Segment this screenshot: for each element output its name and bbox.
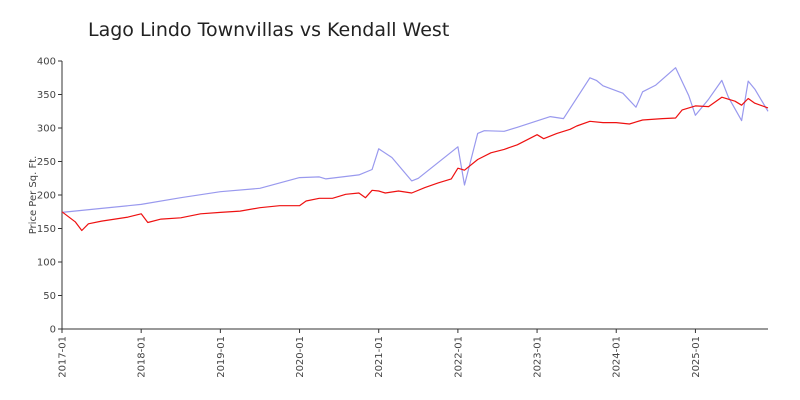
x-tick-label: 2024-01 bbox=[612, 336, 623, 378]
x-tick-label: 2025-01 bbox=[691, 336, 702, 378]
y-tick-label: 100 bbox=[37, 258, 56, 269]
y-axis-title-group: Price Per Sq. Ft. bbox=[28, 156, 39, 235]
y-tick-label: 150 bbox=[37, 224, 56, 235]
x-tick-label: 2021-01 bbox=[374, 336, 385, 378]
x-tick-label: 2020-01 bbox=[295, 336, 306, 378]
y-tick-label: 200 bbox=[37, 191, 56, 202]
axes bbox=[61, 61, 768, 330]
series-line-2 bbox=[61, 96, 769, 232]
ticks-layer: 0 50 100 150 200 250 300 350 400 2017-01 2018-01 20… bbox=[37, 57, 702, 378]
y-tick-label: 400 bbox=[37, 57, 56, 68]
y-tick-label: 0 bbox=[50, 325, 56, 336]
y-tick-label: 350 bbox=[37, 90, 56, 101]
y-tick-label: 250 bbox=[37, 157, 56, 168]
series-layer bbox=[61, 67, 769, 232]
x-tick-label: 2017-01 bbox=[58, 336, 69, 378]
series-line-1 bbox=[61, 67, 769, 213]
x-tick-label: 2022-01 bbox=[453, 336, 464, 378]
x-tick-label: 2018-01 bbox=[137, 336, 148, 378]
x-tick-label: 2019-01 bbox=[216, 336, 227, 378]
x-tick-label: 2023-01 bbox=[533, 336, 544, 378]
y-tick-label: 50 bbox=[43, 291, 56, 302]
chart-title: Lago Lindo Townvillas vs Kendall West bbox=[88, 19, 449, 41]
y-axis-title: Price Per Sq. Ft. bbox=[28, 156, 39, 235]
y-tick-label: 300 bbox=[37, 124, 56, 135]
